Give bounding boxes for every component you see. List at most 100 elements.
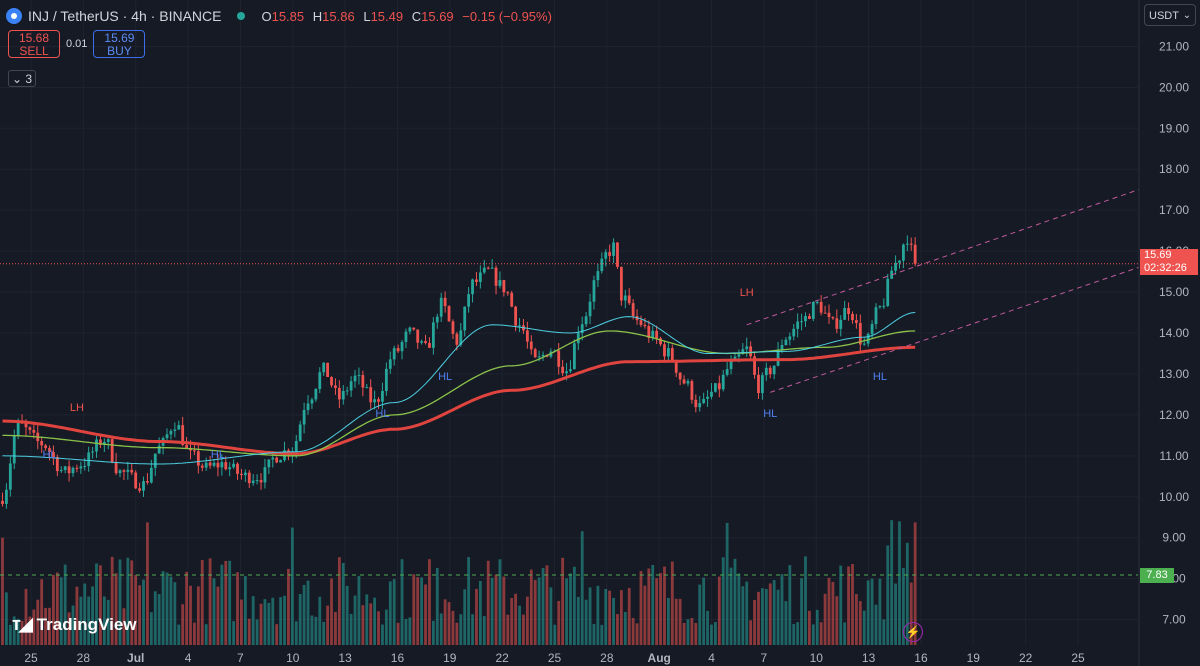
volume-bar xyxy=(263,599,267,645)
time-tick-label: 25 xyxy=(548,651,562,665)
candle-body xyxy=(396,348,400,352)
volume-bar xyxy=(760,588,764,645)
candle-body xyxy=(177,425,181,430)
sell-button[interactable]: 15.68 SELL xyxy=(8,30,60,58)
candle-body xyxy=(592,280,596,302)
candle-body xyxy=(831,316,835,319)
low-value: 15.49 xyxy=(370,8,404,24)
candle-body xyxy=(623,295,627,301)
volume-bar xyxy=(502,576,506,645)
candle-body xyxy=(404,331,408,342)
candle-body xyxy=(63,466,67,470)
currency-selector[interactable]: USDT ⌄ xyxy=(1144,4,1196,26)
candle-body xyxy=(494,267,498,286)
candle-body xyxy=(463,306,467,331)
indicators-toggle[interactable]: ⌄ 3 xyxy=(8,70,36,87)
candle-body xyxy=(67,466,71,474)
volume-bar xyxy=(157,594,161,645)
volume-bar xyxy=(753,599,756,645)
volume-bar xyxy=(702,577,706,645)
time-axis[interactable]: 25 28 Jul 4 7 10 13 16 19 22 25 28 Aug 4 7 10 13 16 19 22 25 xyxy=(24,651,1085,665)
logo-text: TradingView xyxy=(36,614,137,634)
candle-body xyxy=(365,387,369,389)
candle-body xyxy=(721,374,725,390)
candle-body xyxy=(271,457,275,460)
volume-bar xyxy=(776,589,780,645)
volume-bar xyxy=(200,560,204,645)
volume-bar xyxy=(79,596,83,645)
volume-bar xyxy=(106,599,110,645)
candle-body xyxy=(259,480,263,483)
symbol-title[interactable]: INJ / TetherUS · 4h · BINANCE xyxy=(28,8,222,24)
candle-body xyxy=(808,316,811,319)
volume-bar xyxy=(91,586,94,645)
candle-body xyxy=(596,271,600,281)
candle-body xyxy=(220,462,224,468)
candle-body xyxy=(83,466,87,468)
volume-bar xyxy=(506,614,510,645)
volume-bar xyxy=(792,624,796,645)
volume-bar xyxy=(600,624,604,645)
candle-body xyxy=(416,329,420,343)
volume-bar xyxy=(713,622,717,645)
candle-body xyxy=(616,242,619,267)
volume-bar xyxy=(196,586,200,645)
candle-body xyxy=(713,383,717,392)
volume-bar xyxy=(729,567,733,645)
volume-bar xyxy=(843,622,847,645)
swing-label-hl: HL xyxy=(375,408,389,420)
volume-bar xyxy=(396,622,400,645)
high-label: H xyxy=(312,8,323,24)
candle-body xyxy=(420,341,424,343)
volume-bar xyxy=(592,623,596,645)
volume-bar xyxy=(913,522,917,645)
buy-button[interactable]: 15.69 BUY xyxy=(93,30,146,58)
volume-bar xyxy=(541,568,545,645)
candle-body xyxy=(486,267,490,269)
grid xyxy=(0,0,1140,666)
candle-body xyxy=(663,344,666,357)
volume-bar xyxy=(855,594,858,645)
volume-bar xyxy=(169,576,173,645)
candle-body xyxy=(506,292,510,294)
change-value: −0.15 (−0.95%) xyxy=(462,8,552,24)
volume-bar xyxy=(639,571,643,645)
volume-bar xyxy=(220,564,224,645)
candle-body xyxy=(851,313,854,321)
volume-bar xyxy=(381,624,384,645)
tradingview-logo[interactable]: ᴛ◢ TradingView xyxy=(12,614,137,635)
volume-bar xyxy=(189,585,192,645)
candle-body xyxy=(251,480,255,484)
candle-body xyxy=(839,319,843,329)
volume-bar xyxy=(518,605,521,645)
volume-bar xyxy=(283,595,286,645)
candle-body xyxy=(185,445,188,449)
volume-bar xyxy=(138,585,141,645)
candle-body xyxy=(341,391,345,400)
candle-body xyxy=(604,252,608,259)
volume-bar xyxy=(173,582,177,645)
volume-bar xyxy=(647,568,651,645)
candle-body xyxy=(502,280,506,293)
candle-body xyxy=(612,242,615,256)
open-value: 15.85 xyxy=(271,8,305,24)
candle-body xyxy=(655,330,659,339)
volume-bar xyxy=(749,620,753,645)
volume-bar xyxy=(36,599,40,645)
volume-bar xyxy=(698,584,702,645)
volume-bar xyxy=(302,584,306,645)
candle-body xyxy=(106,439,110,442)
candle-body xyxy=(475,279,478,282)
lightning-icon[interactable]: ⚡ xyxy=(903,622,923,642)
price-axis[interactable]: 21.0020.0019.0018.0017.0016.0015.0014.00… xyxy=(1159,39,1189,626)
candle-body xyxy=(737,354,741,357)
candle-body xyxy=(772,365,776,375)
trade-panel: 15.68 SELL 0.01 15.69 BUY xyxy=(8,30,146,58)
volume-bar xyxy=(717,576,721,645)
price-tick-label: 13.00 xyxy=(1159,367,1189,381)
volume-bar xyxy=(435,567,439,645)
volume-bar xyxy=(392,579,396,645)
candle-body xyxy=(690,381,694,400)
volume-bar xyxy=(114,573,118,645)
